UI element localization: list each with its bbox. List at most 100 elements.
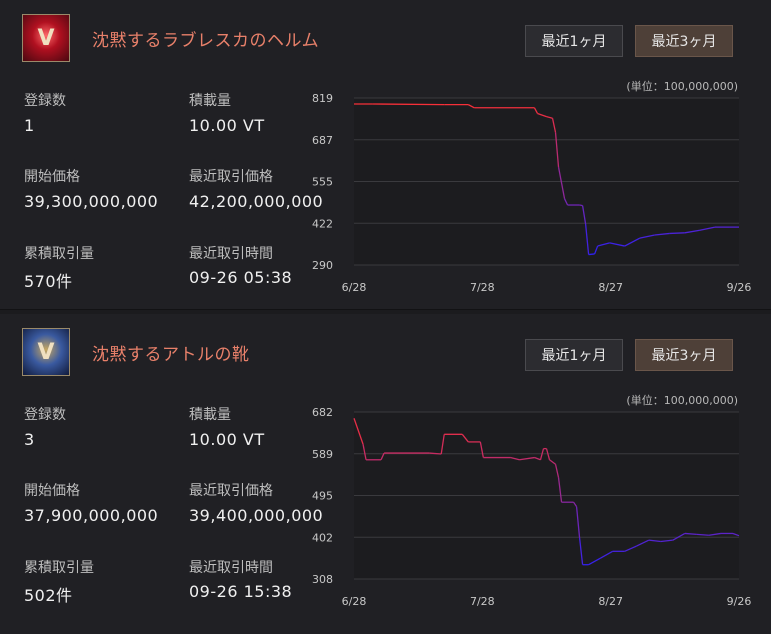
price-line-segment — [519, 456, 535, 461]
price-line-segment — [362, 444, 367, 460]
price-line-segment — [533, 107, 539, 114]
y-tick-label: 402 — [312, 531, 333, 544]
price-chart-svg: 819 687 555 422 290 6/28 7/28 8/27 9/26 — [312, 92, 751, 294]
price-line-segment — [539, 448, 545, 460]
item-title: 沈黙するアトルの靴 — [92, 345, 250, 365]
last-trade-time-label: 最近取引時間 — [189, 246, 273, 262]
price-line-segment — [708, 532, 722, 536]
price-line-segment — [624, 545, 637, 552]
recent-3-months-button[interactable]: 最近3ヶ月 — [635, 25, 733, 57]
total-trades-value: 502件 — [24, 586, 73, 605]
price-line-segment — [597, 242, 610, 247]
capacity-value: 10.00 VT — [189, 430, 265, 449]
recent-1-month-button[interactable]: 最近1ヶ月 — [525, 25, 623, 57]
price-line-segment — [732, 532, 740, 537]
unit-label: (単位：100,000,000) — [626, 394, 738, 407]
capacity-value: 10.00 VT — [189, 116, 265, 135]
x-tick-label: 6/28 — [342, 281, 367, 294]
price-line-segment — [380, 452, 385, 461]
recent-1-month-button[interactable]: 最近1ヶ月 — [525, 339, 623, 371]
x-tick-label: 7/28 — [470, 281, 495, 294]
y-tick-label: 819 — [312, 92, 333, 105]
price-line-segment — [461, 433, 469, 443]
x-tick-label: 6/28 — [342, 595, 367, 608]
item-panel-2: V 沈黙するアトルの靴 最近1ヶ月 最近3ヶ月 (単位：100,000,000)… — [0, 314, 771, 634]
price-line-segment — [654, 232, 670, 236]
x-tick-label: 8/27 — [598, 595, 623, 608]
y-tick-label: 495 — [312, 490, 333, 503]
total-trades-label: 累積取引量 — [24, 560, 94, 576]
price-chart-svg: 682 589 495 402 308 6/28 7/28 8/27 9/26 — [312, 406, 752, 608]
capacity-label: 積載量 — [189, 93, 231, 109]
capacity-label: 積載量 — [189, 407, 231, 423]
price-line-segment — [479, 441, 484, 458]
total-trades-label: 累積取引量 — [24, 246, 94, 262]
price-line-segment — [636, 539, 650, 547]
x-tick-label: 8/27 — [598, 281, 623, 294]
price-line-segment — [557, 477, 563, 503]
listed-count-value: 3 — [24, 430, 35, 449]
price-line-segment — [594, 245, 599, 255]
price-line-segment — [669, 232, 685, 235]
y-tick-label: 290 — [312, 259, 333, 272]
price-line-segment — [588, 253, 595, 256]
price-line-segment — [584, 223, 590, 255]
price-line-segment — [696, 533, 709, 536]
price-line-segment — [672, 532, 686, 541]
price-line-segment — [575, 506, 581, 538]
price-line-segment — [372, 103, 445, 106]
last-price-value: 42,200,000,000 — [189, 192, 324, 211]
price-line-segment — [579, 204, 583, 207]
price-chart: 682 589 495 402 308 6/28 7/28 8/27 9/26 — [310, 398, 771, 612]
base-price-value: 37,900,000,000 — [24, 506, 159, 525]
y-tick-label: 687 — [312, 134, 333, 147]
unit-label: (単位：100,000,000) — [626, 80, 738, 93]
price-line-segment — [554, 464, 560, 478]
listed-count-label: 登録数 — [24, 93, 66, 109]
item-icon-glyph: V — [37, 339, 55, 365]
price-line-segment — [660, 539, 673, 543]
price-line-segment — [699, 226, 716, 231]
price-line-segment — [551, 118, 557, 133]
y-tick-label: 555 — [312, 176, 333, 189]
price-line-segment — [554, 132, 560, 168]
price-line-segment — [639, 234, 655, 239]
total-trades-value: 570件 — [24, 272, 73, 291]
price-line-segment — [684, 532, 697, 535]
x-tick-label: 9/26 — [727, 595, 752, 608]
x-tick-label: 7/28 — [470, 595, 495, 608]
helmet-icon[interactable]: V — [22, 14, 70, 62]
y-tick-label: 682 — [312, 406, 333, 419]
y-tick-label: 308 — [312, 573, 333, 586]
price-line-segment — [648, 539, 661, 543]
price-line-segment — [546, 115, 553, 119]
price-line-segment — [609, 242, 625, 247]
base-price-label: 開始価格 — [24, 169, 80, 185]
price-line-segment — [549, 459, 556, 465]
price-line-segment — [581, 205, 587, 225]
price-line-segment — [537, 112, 547, 118]
price-line-segment — [545, 448, 551, 460]
last-trade-time-value: 09-26 05:38 — [189, 268, 293, 287]
last-price-label: 最近取引価格 — [189, 483, 273, 499]
item-icon-glyph: V — [37, 25, 55, 51]
price-line-segment — [684, 229, 701, 234]
price-line-segment — [563, 198, 569, 206]
price-line-segment — [588, 557, 601, 566]
y-tick-label: 589 — [312, 448, 333, 461]
base-price-label: 開始価格 — [24, 483, 80, 499]
last-trade-time-label: 最近取引時間 — [189, 560, 273, 576]
item-panel-1: V 沈黙するラブレスカのヘルム 最近1ヶ月 最近3ヶ月 (単位：100,000,… — [0, 0, 771, 310]
last-trade-time-value: 09-26 15:38 — [189, 582, 293, 601]
recent-3-months-button[interactable]: 最近3ヶ月 — [635, 339, 733, 371]
price-line-segment — [467, 104, 475, 109]
base-price-value: 39,300,000,000 — [24, 192, 159, 211]
last-price-label: 最近取引価格 — [189, 169, 273, 185]
item-title: 沈黙するラブレスカのヘルム — [92, 31, 320, 51]
boots-icon[interactable]: V — [22, 328, 70, 376]
price-line-segment — [440, 434, 445, 455]
price-line-segment — [573, 501, 578, 508]
y-tick-label: 422 — [312, 217, 333, 230]
listed-count-label: 登録数 — [24, 407, 66, 423]
price-line-segment — [353, 418, 364, 445]
